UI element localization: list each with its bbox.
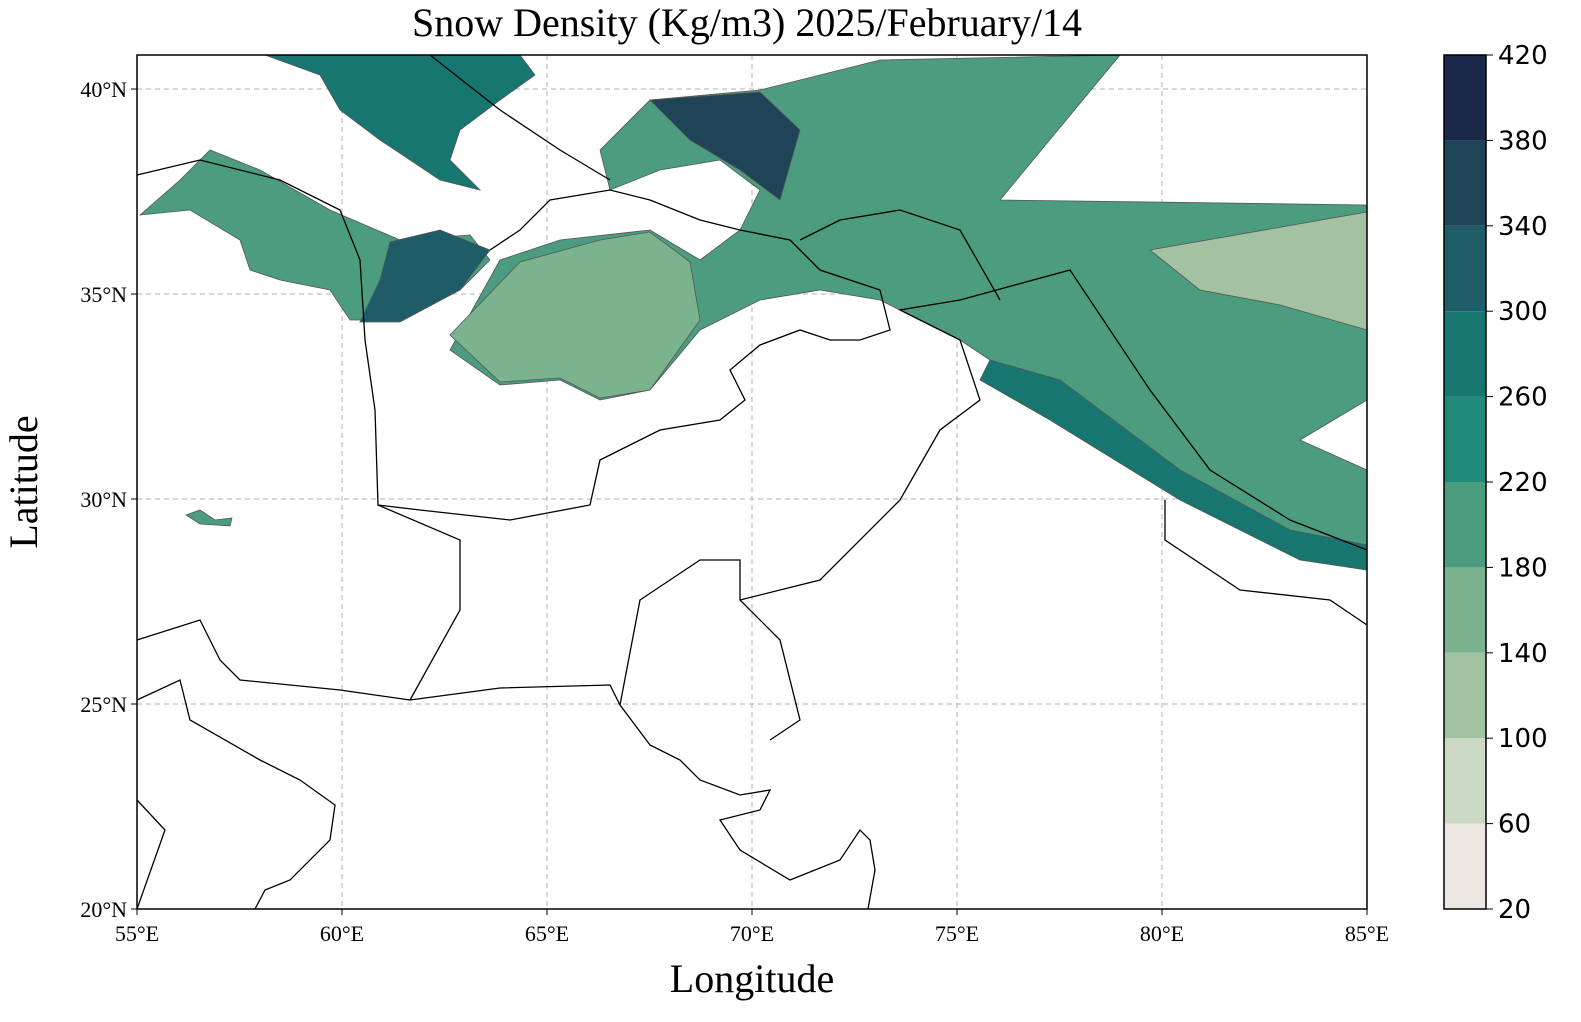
- colorbar-bin: [1444, 396, 1486, 482]
- x-tick-label: 55°E: [115, 921, 159, 946]
- x-tick-label: 65°E: [525, 921, 569, 946]
- snow-region: [1149, 211, 1368, 331]
- border: [136, 799, 166, 910]
- y-tick-label: 25°N: [80, 692, 127, 717]
- snow-region: [649, 91, 801, 201]
- colorbar-tick-label: 340: [1498, 212, 1548, 242]
- snow-cover: [138, 54, 1368, 571]
- x-tick-label: 85°E: [1345, 921, 1389, 946]
- border: [619, 559, 801, 741]
- colorbar-tick-label: 140: [1498, 639, 1548, 669]
- coastline: [136, 619, 876, 910]
- y-tick-label: 20°N: [80, 897, 127, 922]
- y-tick-label: 35°N: [80, 282, 127, 307]
- colorbar-bin: [1444, 482, 1486, 568]
- y-tick-label: 30°N: [80, 487, 127, 512]
- x-tick-label: 80°E: [1140, 921, 1184, 946]
- colorbar-tick-label: 220: [1498, 468, 1548, 498]
- colorbar-tick-label: 300: [1498, 297, 1548, 327]
- snow-region: [185, 509, 233, 527]
- border: [377, 504, 461, 701]
- y-axis-label: Latitude: [1, 415, 46, 548]
- chart-title: Snow Density (Kg/m3) 2025/February/14: [412, 0, 1082, 45]
- snow-region: [359, 229, 491, 323]
- colorbar: 20 60 100 140 180 220 260 300 340 380 420: [1443, 41, 1548, 925]
- y-tick-label: 40°N: [80, 77, 127, 102]
- coastline: [136, 679, 336, 910]
- colorbar-bin: [1444, 311, 1486, 397]
- border: [429, 54, 611, 181]
- colorbar-tick-label: 420: [1498, 41, 1548, 71]
- snow-region: [449, 231, 701, 399]
- colorbar-tick-label: 180: [1498, 553, 1548, 583]
- colorbar-tick-label: 60: [1498, 810, 1531, 840]
- border: [799, 209, 1001, 301]
- x-axis-label: Longitude: [670, 956, 834, 1001]
- colorbar-bin: [1444, 567, 1486, 653]
- colorbar-bin: [1444, 140, 1486, 226]
- colorbar-tick-label: 20: [1498, 895, 1531, 925]
- colorbar-bin: [1444, 55, 1486, 141]
- x-tick-label: 75°E: [935, 921, 979, 946]
- colorbar-tick-label: 100: [1498, 724, 1548, 754]
- border: [136, 159, 891, 521]
- x-tick-label: 70°E: [730, 921, 774, 946]
- snow-region: [264, 54, 536, 191]
- borders: [136, 54, 1368, 910]
- axes: 55°E 60°E 65°E 70°E 75°E 80°E 85°E 20°N 25°N 30°N…: [80, 77, 1389, 946]
- colorbar-bin: [1444, 652, 1486, 739]
- border: [1164, 500, 1368, 626]
- plot-frame: [136, 54, 1368, 910]
- colorbar-tick-label: 260: [1498, 383, 1548, 413]
- colorbar-bin: [1444, 738, 1486, 824]
- colorbar-bin: [1444, 823, 1486, 909]
- border: [739, 269, 1368, 601]
- colorbar-bin: [1444, 225, 1486, 312]
- x-tick-label: 60°E: [320, 921, 364, 946]
- colorbar-tick-label: 380: [1498, 126, 1548, 156]
